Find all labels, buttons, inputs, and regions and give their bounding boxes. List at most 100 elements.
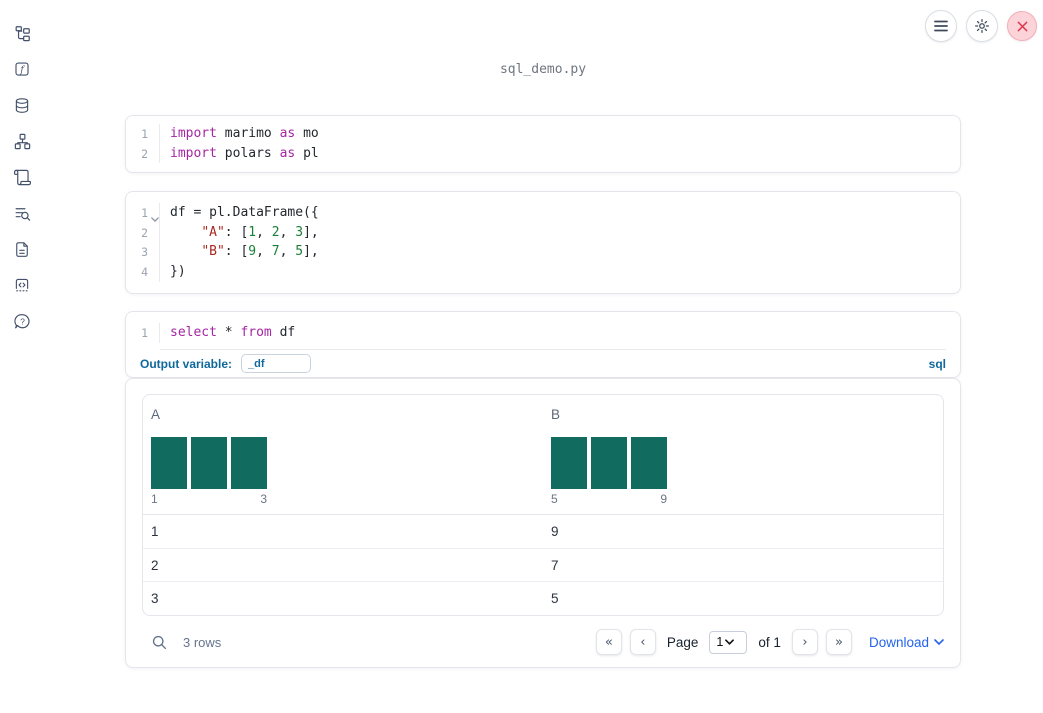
code-square-icon	[15, 278, 29, 292]
line-number: 1	[141, 206, 148, 220]
line-number-gutter: 3	[126, 242, 160, 263]
sidebar-item-file-explorer[interactable]	[10, 21, 34, 45]
sql-cell-toolbar: Output variable: sql	[126, 350, 960, 378]
page-select[interactable]: 1	[709, 630, 748, 654]
sidebar-item-datasources[interactable]	[10, 93, 34, 117]
histogram-bar	[631, 437, 667, 489]
histogram-min-label: 5	[551, 492, 558, 506]
table-cell: 5	[551, 591, 559, 607]
line-number: 1	[141, 326, 148, 340]
line-number-gutter: 2	[126, 143, 160, 164]
database-icon	[15, 97, 29, 113]
sidebar-item-logs[interactable]	[10, 165, 34, 189]
svg-text:f: f	[19, 65, 25, 75]
svg-text:?: ?	[20, 316, 25, 326]
line-number: 2	[141, 146, 148, 161]
sidebar-item-outline-search[interactable]	[10, 201, 34, 225]
table-header: A 1 3 B 5 9	[143, 395, 943, 515]
code-line[interactable]: 1 select * from df	[126, 323, 960, 343]
page-select-value: 1	[716, 635, 724, 649]
sidebar-item-documentation[interactable]	[10, 237, 34, 261]
code-line[interactable]: 2 "A": [1, 2, 3],	[126, 222, 960, 243]
code-text: select * from df	[170, 325, 296, 340]
histogram-min-label: 1	[151, 492, 158, 506]
line-number: 2	[141, 225, 148, 240]
table-cell: 1	[151, 523, 159, 539]
close-icon	[1017, 21, 1027, 31]
histogram-max-label: 9	[660, 492, 667, 506]
first-page-button[interactable]: «	[595, 629, 622, 655]
help-bubble-icon: ?	[13, 313, 30, 328]
output-variable-input[interactable]	[241, 354, 312, 374]
gear-icon	[975, 19, 989, 33]
page-of-label: of 1	[758, 634, 781, 650]
table-cell: 7	[551, 557, 559, 573]
column-header-a[interactable]: A 1 3	[143, 395, 543, 514]
hamburger-menu-icon	[934, 20, 948, 32]
notebook: sql_demo.py 1 import marimo as mo 2 import …	[125, 0, 961, 713]
notebook-filename[interactable]: sql_demo.py	[499, 62, 587, 77]
column-label: A	[151, 407, 161, 422]
notebook-menu-button[interactable]	[925, 10, 957, 42]
last-page-button[interactable]: »	[825, 629, 852, 655]
histogram-bar	[231, 437, 267, 489]
line-number-gutter: 2	[126, 222, 160, 243]
file-tree-icon	[15, 25, 30, 41]
code-cell-dataframe[interactable]: 1 df = pl.DataFrame({2 "A": [1, 2, 3], 3 "…	[125, 191, 961, 294]
table-cell: 2	[151, 557, 159, 573]
topbar-actions	[925, 10, 1037, 42]
line-number: 3	[141, 245, 148, 260]
sql-editor[interactable]: 1 select * from df	[126, 312, 960, 343]
output-variable-label: Output variable:	[140, 356, 233, 371]
sidebar-item-snippets[interactable]	[10, 273, 34, 297]
code-cell-imports[interactable]: 1 import marimo as mo 2 import polars as pl	[125, 115, 961, 173]
code-line[interactable]: 3 "B": [9, 7, 5],	[126, 242, 960, 263]
list-search-icon	[15, 207, 30, 221]
language-badge: sql	[928, 356, 946, 371]
document-icon	[16, 241, 28, 257]
sidebar: f	[0, 0, 44, 713]
column-histogram	[151, 437, 535, 489]
sidebar-item-dependencies[interactable]	[10, 129, 34, 153]
code-line[interactable]: 4})	[126, 262, 960, 282]
page-label: Page	[666, 634, 699, 650]
chevron-down-icon	[934, 639, 944, 645]
next-page-button[interactable]: ›	[791, 629, 818, 655]
prev-page-button[interactable]: ‹	[629, 629, 656, 655]
search-icon[interactable]	[151, 634, 168, 651]
column-header-b[interactable]: B 5 9	[543, 395, 943, 514]
histogram-axis: 1 3	[151, 492, 267, 506]
table-cell: 3	[151, 591, 159, 607]
code-text: })	[170, 264, 186, 280]
shutdown-button[interactable]	[1007, 11, 1037, 41]
data-table: A 1 3 B 5 9	[142, 394, 944, 616]
column-label: B	[551, 407, 561, 422]
line-number: 4	[141, 265, 148, 280]
chevron-down-icon	[725, 639, 735, 645]
code-text: df = pl.DataFrame({	[170, 205, 319, 220]
column-histogram	[551, 437, 935, 489]
histogram-bar	[551, 437, 587, 489]
fold-chevron-icon[interactable]	[151, 209, 159, 229]
line-number-gutter: 4	[126, 262, 160, 282]
sql-cell[interactable]: 1 select * from df Output variable: sql	[125, 311, 961, 378]
histogram-bar	[151, 437, 187, 489]
settings-button[interactable]	[966, 10, 998, 42]
histogram-max-label: 3	[260, 492, 267, 506]
line-number-gutter: 1	[126, 124, 160, 144]
code-line[interactable]: 1 import marimo as mo	[126, 124, 960, 144]
code-line[interactable]: 2 import polars as pl	[126, 143, 960, 164]
code-line[interactable]: 1 df = pl.DataFrame({	[126, 203, 960, 223]
table-output-card: A 1 3 B 5 9	[125, 378, 961, 668]
sidebar-item-variables[interactable]: f	[10, 57, 34, 81]
download-button[interactable]: Download	[869, 635, 944, 650]
code-text: "B": [9, 7, 5],	[201, 244, 319, 260]
sql-cell-divider	[160, 348, 946, 350]
sidebar-item-help[interactable]: ?	[10, 309, 34, 333]
line-number-gutter: 1	[126, 203, 160, 223]
